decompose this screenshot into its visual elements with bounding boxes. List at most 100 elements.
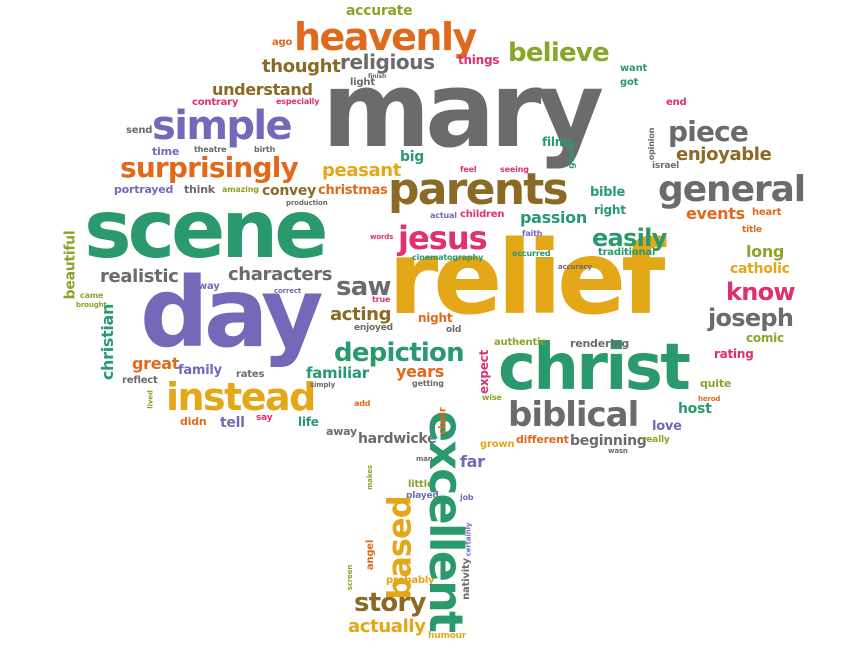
word-time: time	[152, 145, 180, 158]
word-quite: quite	[700, 377, 732, 390]
word-lived: lived	[146, 390, 155, 409]
word-understand: understand	[212, 80, 313, 99]
word-choir: choir	[437, 407, 449, 435]
word-amazing: amazing	[222, 185, 259, 194]
word-things: things	[458, 53, 500, 67]
word-believe: believe	[508, 38, 610, 68]
word-convey: convey	[262, 183, 316, 199]
word-say: say	[256, 413, 273, 423]
word-brought: brought	[76, 301, 107, 309]
word-good: good	[566, 144, 577, 169]
word-words: words	[370, 233, 394, 241]
word-true: true	[372, 295, 391, 304]
word-films: films	[542, 135, 574, 149]
word-wasn: wasn	[608, 447, 628, 455]
word-different: different	[516, 433, 569, 446]
word-piece: piece	[668, 115, 749, 148]
word-wise: wise	[482, 393, 502, 402]
word-night: night	[418, 311, 453, 325]
word-instead: instead	[166, 375, 316, 419]
word-accurate: accurate	[346, 3, 413, 19]
word-know: know	[726, 278, 796, 306]
word-beautiful: beautiful	[62, 230, 79, 300]
word-screen: screen	[346, 564, 355, 591]
word-portrayed: portrayed	[114, 183, 174, 196]
word-host: host	[678, 401, 712, 417]
word-characters: characters	[228, 264, 333, 285]
word-seeing: seeing	[500, 165, 529, 174]
word-opinion: opinion	[647, 127, 657, 161]
word-christmas: christmas	[318, 183, 388, 198]
word-man: man	[416, 455, 433, 463]
word-general: general	[658, 169, 806, 210]
word-authentic: authentic	[494, 337, 547, 348]
word-excellent: based	[380, 496, 419, 600]
word-familiar: familiar	[306, 364, 369, 382]
word-love: love	[652, 419, 682, 434]
word-want: want	[620, 63, 648, 74]
word-mary: mary	[322, 49, 604, 171]
word-depiction: depiction	[334, 338, 465, 368]
word-long: long	[746, 242, 785, 261]
word-old: old	[446, 325, 462, 335]
word-rendering: rendering	[570, 337, 629, 350]
word-think: think	[184, 183, 215, 196]
word-getting: getting	[412, 379, 444, 388]
word-enjoyed: enjoyed	[354, 323, 393, 333]
word-enjoyable: enjoyable	[676, 144, 772, 165]
word-contrary: contrary	[192, 97, 239, 108]
word-actual: actual	[430, 211, 457, 220]
word-realistic: realistic	[100, 266, 179, 287]
word-certainly: certainly	[464, 522, 473, 557]
word-cinematography: cinematography	[412, 253, 484, 262]
word-accuracy: accuracy	[558, 263, 592, 271]
word-light: light	[350, 77, 375, 88]
word-christian: christian	[98, 303, 118, 381]
word-nativity: nativity	[460, 558, 472, 600]
word-israel: israel	[652, 161, 680, 171]
word-reflect: reflect	[122, 375, 158, 386]
word-finish: finish	[368, 73, 387, 80]
word-little: little	[408, 479, 434, 490]
word-big: big	[400, 149, 425, 165]
word-production: production	[286, 199, 328, 207]
word-based: jesus	[398, 219, 488, 257]
word-relief: relief	[388, 219, 665, 338]
word-great: great	[132, 354, 180, 373]
word-catholic: catholic	[730, 261, 790, 277]
word-day: day	[140, 257, 324, 369]
word-hardwicke: hardwicke	[358, 431, 437, 447]
word-story: story	[354, 588, 426, 618]
word-way: way	[198, 281, 220, 292]
word-saw: saw	[336, 272, 391, 302]
word-didn: didn	[180, 415, 207, 428]
word-simply: simply	[310, 381, 335, 389]
word-peasant: peasant	[322, 160, 401, 181]
word-bible: bible	[590, 185, 626, 200]
word-job: job	[460, 493, 474, 502]
word-really: really	[642, 435, 670, 445]
word-thought: thought	[262, 56, 341, 77]
word-joseph: joseph	[708, 304, 794, 332]
word-religious: religious	[340, 50, 435, 74]
word-simple: simple	[152, 103, 293, 149]
word-biblical: biblical	[508, 395, 639, 435]
word-comic: comic	[746, 331, 784, 345]
word-traditional: traditional	[598, 247, 656, 258]
word-title: title	[742, 225, 762, 235]
word-christ: christ	[498, 331, 691, 405]
word-got: got	[620, 77, 639, 88]
word-makes: makes	[365, 465, 374, 490]
word-acting: acting	[330, 304, 392, 325]
word-came: came	[80, 291, 104, 300]
word-passion: passion	[520, 208, 587, 227]
word-rates: rates	[236, 369, 265, 380]
word-away: away	[326, 425, 357, 438]
word-heavenly: heavenly	[294, 15, 477, 59]
word-grown: grown	[480, 439, 515, 450]
word-feel: feel	[460, 165, 477, 174]
word-easily: easily	[592, 224, 667, 252]
word-occurred: occurred	[512, 249, 551, 258]
word-angel: angel	[365, 539, 377, 571]
